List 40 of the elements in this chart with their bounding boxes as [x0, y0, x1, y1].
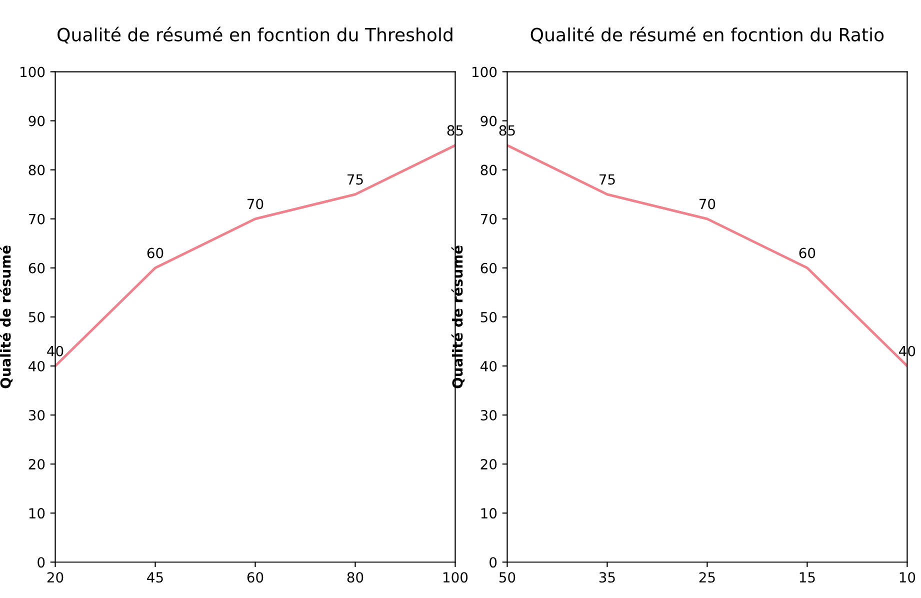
x-tick-label: 45 — [147, 572, 163, 583]
y-tick-label: 80 — [480, 164, 497, 176]
y-tick-label: 30 — [28, 410, 45, 420]
y-tick-label: 10 — [481, 508, 497, 519]
chart-title: Qualité de résumé en focntion du Ratio — [530, 26, 884, 44]
y-tick-label: 100 — [472, 66, 497, 78]
x-tick-label: 80 — [347, 572, 364, 583]
x-tick-label: 10 — [900, 572, 916, 583]
y-tick-label: 40 — [28, 360, 45, 372]
x-tick-label: 15 — [800, 572, 815, 583]
data-label: 60 — [799, 248, 816, 258]
data-label: 70 — [700, 198, 716, 210]
data-label: 75 — [348, 174, 363, 185]
y-tick-label: 50 — [480, 312, 497, 322]
x-tick-label: 35 — [599, 572, 615, 583]
y-tick-label: 80 — [28, 164, 45, 176]
data-label: 75 — [600, 174, 615, 185]
y-tick-label: 0 — [490, 557, 497, 568]
x-tick-label: 100 — [443, 572, 468, 583]
y-tick-label: 0 — [38, 557, 45, 568]
y-tick-label: 10 — [29, 508, 45, 519]
y-tick-label: 50 — [28, 312, 45, 322]
y-tick-label: 60 — [480, 262, 497, 274]
y-tick-label: 70 — [29, 214, 45, 224]
y-tick-label: 40 — [480, 360, 497, 372]
y-tick-label: 20 — [480, 459, 497, 470]
y-tick-label: 100 — [20, 66, 45, 78]
y-tick-label: 70 — [480, 214, 497, 224]
y-tick-label: 20 — [28, 459, 45, 470]
data-label: 60 — [147, 248, 164, 258]
y-tick-label: 90 — [480, 116, 497, 126]
x-tick-label: 25 — [699, 572, 715, 583]
x-tick-label: 20 — [47, 572, 64, 583]
y-tick-label: 60 — [28, 262, 45, 274]
y-tick-label: 30 — [480, 410, 497, 420]
data-label: 70 — [248, 198, 264, 210]
x-tick-label: 60 — [247, 572, 264, 583]
chart-title: Qualité de résumé en focntion du Threshold — [58, 26, 452, 44]
x-tick-label: 50 — [499, 572, 516, 583]
y-tick-label: 90 — [28, 116, 45, 126]
